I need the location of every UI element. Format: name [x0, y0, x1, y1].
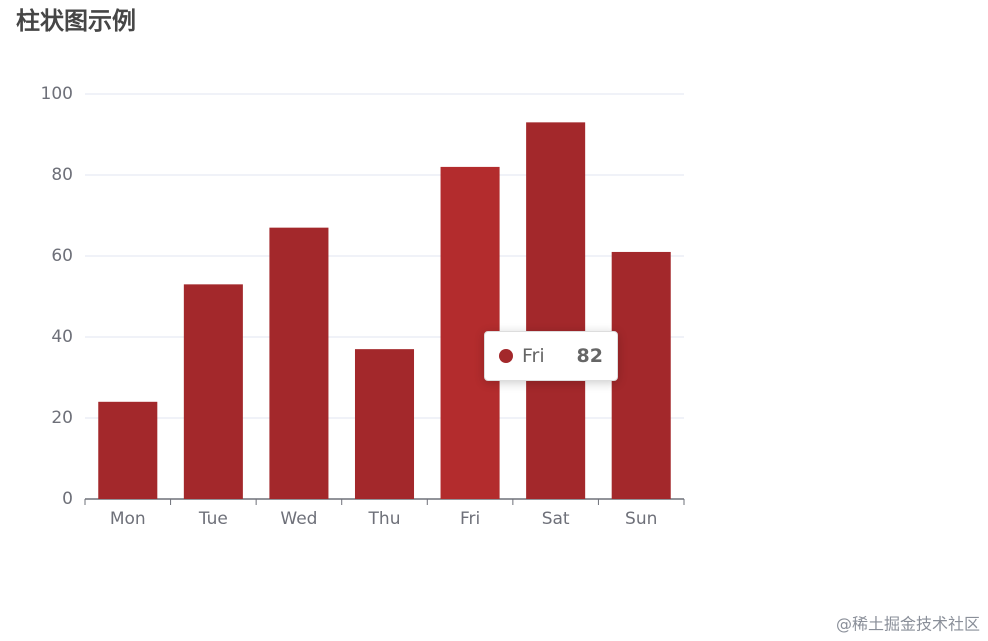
bar: [269, 227, 329, 499]
x-tick-label: Tue: [198, 509, 228, 529]
tooltip: Fri 82: [484, 331, 618, 381]
bar: [611, 251, 671, 499]
x-tick-label: Sat: [542, 509, 570, 529]
y-tick-label: 40: [51, 327, 73, 347]
bar: [183, 284, 243, 499]
y-tick-label: 80: [51, 165, 73, 185]
tooltip-marker: [499, 349, 513, 363]
x-tick-label: Fri: [460, 509, 480, 529]
x-tick-label: Sun: [625, 509, 657, 529]
y-tick-label: 60: [51, 246, 73, 266]
chart-title: 柱状图示例: [16, 7, 136, 35]
watermark: @稀土掘金技术社区: [836, 615, 980, 634]
bar: [98, 401, 158, 499]
y-tick-label: 100: [41, 84, 73, 104]
y-tick-label: 0: [62, 489, 73, 509]
x-tick-label: Thu: [368, 509, 401, 529]
x-tick-label: Wed: [280, 509, 317, 529]
y-tick-label: 20: [51, 408, 73, 428]
bar: [354, 349, 415, 499]
bar: [526, 122, 586, 499]
x-tick-label: Mon: [110, 509, 146, 529]
tooltip-label: Fri: [522, 345, 545, 367]
tooltip-value: 82: [576, 345, 603, 367]
